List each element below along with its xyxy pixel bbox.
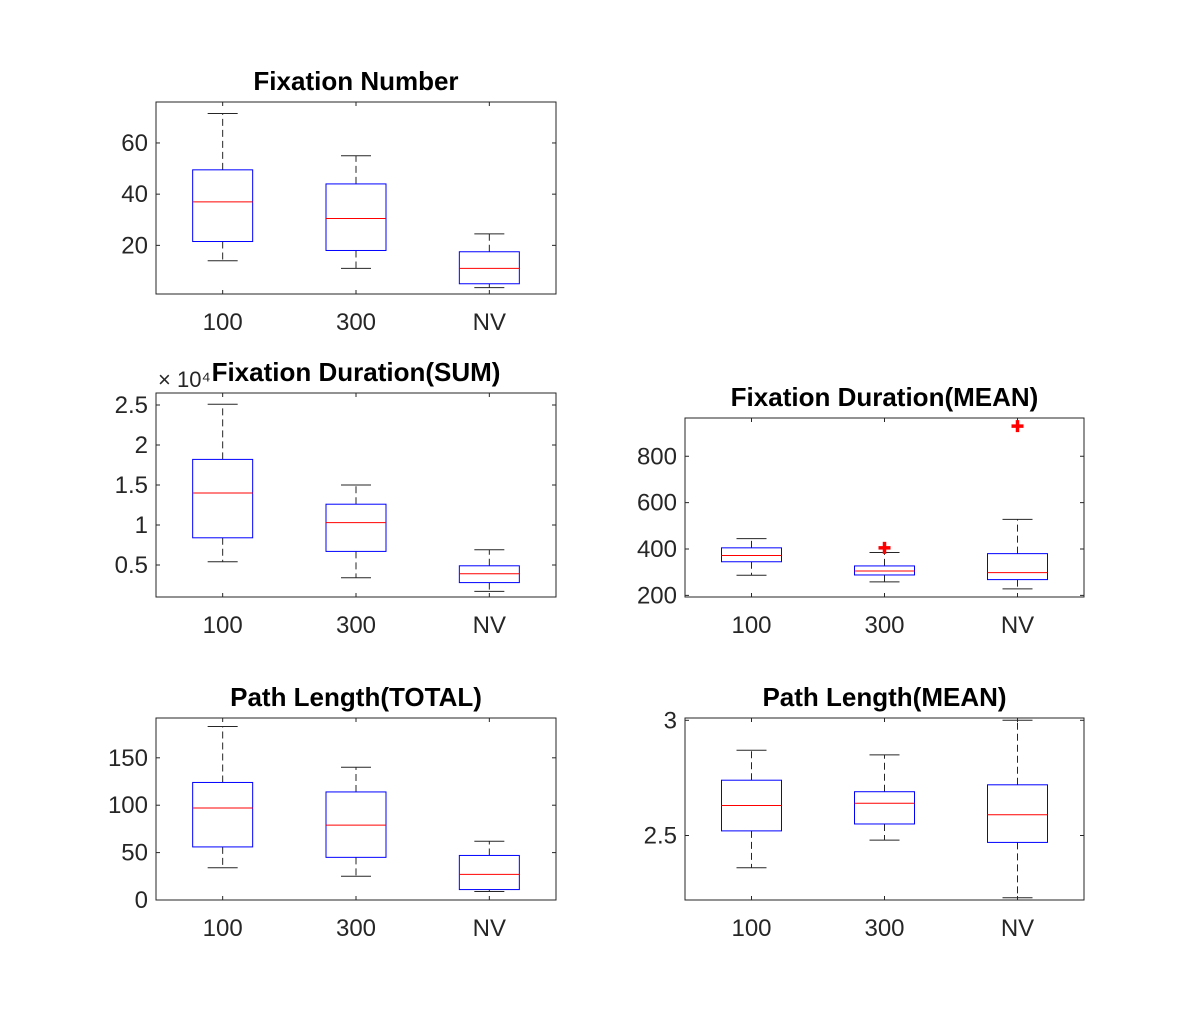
subplot-title: Path Length(MEAN) [762, 682, 1006, 712]
box-iqr [987, 553, 1048, 581]
x-tick-label: 300 [336, 915, 376, 942]
x-tick-label: NV [473, 915, 506, 942]
box-100 [721, 538, 782, 576]
subplot-2: 0.5 1 1.5 2 2.5 100 300 NV × 10⁴ Fixation Duratio… [115, 357, 557, 639]
subplot-title: Fixation Duration(SUM) [212, 357, 501, 387]
subplot-5: 2.5 3 100 300 NV Path Length(MEAN) [644, 682, 1085, 942]
y-tick-label: 0 [135, 887, 148, 914]
subplot-4: 0 50 100 150 100 300 NV Path Length(TOTAL) [108, 682, 557, 942]
x-tick-label: NV [473, 612, 506, 639]
subplot-title: Fixation Number [253, 66, 458, 96]
box-300 [325, 766, 387, 877]
box-iqr [192, 169, 254, 243]
box-iqr [325, 183, 387, 251]
y-tick-label: 150 [108, 745, 148, 772]
box-300 [854, 541, 915, 583]
box-100 [192, 403, 254, 563]
y-tick-label: 600 [637, 490, 677, 517]
box-iqr [854, 565, 915, 576]
box-NV [458, 840, 520, 892]
subplot-3: 200 400 600 800 100 300 NV Fixation Duration(ME… [637, 382, 1085, 639]
y-tick-label: 2 [135, 432, 148, 459]
box-NV [987, 719, 1048, 899]
y-tick-label: 0.5 [115, 552, 148, 579]
y-tick-label: 1 [135, 512, 148, 539]
box-iqr [458, 251, 520, 285]
y-tick-label: 200 [637, 582, 677, 609]
box-iqr [458, 854, 520, 891]
outlier-marker [1011, 420, 1024, 433]
x-tick-label: 100 [731, 915, 771, 942]
box-300 [325, 484, 387, 579]
box-300 [325, 155, 387, 269]
y-tick-label: 1.5 [115, 472, 148, 499]
y-tick-label: 20 [121, 232, 148, 259]
x-tick-label: 300 [336, 309, 376, 336]
x-tick-label: 100 [731, 612, 771, 639]
box-iqr [987, 784, 1048, 843]
box-NV [458, 549, 520, 592]
x-tick-label: 300 [336, 612, 376, 639]
y-tick-label: 50 [121, 840, 148, 867]
box-100 [192, 726, 254, 869]
box-100 [192, 113, 254, 262]
box-iqr [721, 547, 782, 563]
x-tick-label: NV [1001, 612, 1034, 639]
box-iqr [192, 458, 254, 539]
box-NV [458, 233, 520, 289]
y-tick-label: 3 [664, 707, 677, 734]
box-iqr [192, 781, 254, 848]
y-tick-label: 400 [637, 536, 677, 563]
outlier-marker [878, 541, 891, 554]
box-NV [987, 420, 1048, 590]
subplot-title: Path Length(TOTAL) [230, 682, 482, 712]
box-300 [854, 754, 915, 841]
subplot-title: Fixation Duration(MEAN) [731, 382, 1039, 412]
y-tick-label: 2.5 [115, 392, 148, 419]
y-exponent-label: × 10⁴ [158, 367, 211, 392]
box-iqr [854, 791, 915, 825]
subplot-1: 20 40 60 100 300 NV Fixation Number [121, 66, 557, 336]
y-tick-label: 2.5 [644, 822, 677, 849]
x-tick-label: 100 [203, 612, 243, 639]
y-tick-label: 800 [637, 443, 677, 470]
x-tick-label: NV [1001, 915, 1034, 942]
box-100 [721, 749, 782, 869]
y-tick-label: 100 [108, 792, 148, 819]
x-tick-label: 100 [203, 915, 243, 942]
x-tick-label: 300 [864, 612, 904, 639]
x-tick-label: 100 [203, 309, 243, 336]
box-iqr [325, 503, 387, 552]
y-tick-label: 60 [121, 130, 148, 157]
x-tick-label: 300 [864, 915, 904, 942]
x-tick-label: NV [473, 309, 506, 336]
y-tick-label: 40 [121, 181, 148, 208]
